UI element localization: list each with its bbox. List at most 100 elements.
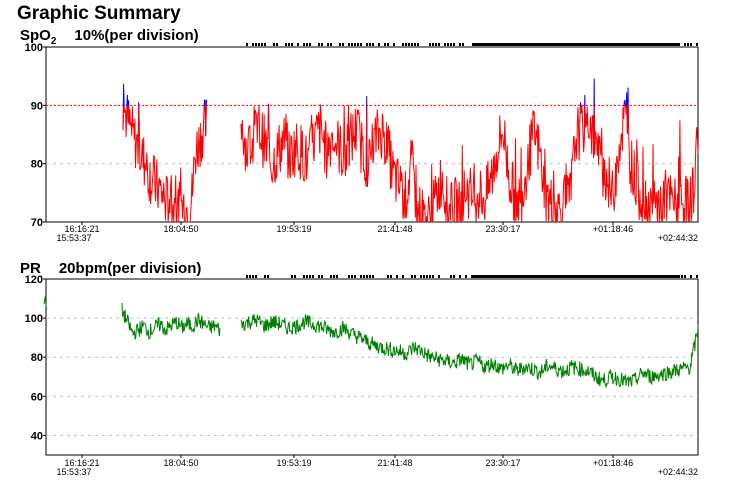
- event-marker: [576, 43, 578, 46]
- event-marker: [640, 43, 642, 46]
- event-marker: [590, 275, 592, 278]
- event-marker: [330, 275, 332, 278]
- event-marker: [261, 43, 263, 46]
- y-tick-label: 70: [31, 217, 43, 229]
- event-marker: [318, 43, 320, 46]
- y-tick-label: 80: [31, 159, 43, 171]
- event-marker: [644, 275, 646, 278]
- event-marker: [504, 43, 506, 46]
- event-marker: [620, 275, 622, 278]
- event-marker: [582, 43, 584, 46]
- event-marker: [285, 43, 287, 46]
- x-origin-label: 15:53:37: [56, 233, 91, 243]
- event-marker: [252, 275, 254, 278]
- event-marker: [584, 43, 586, 46]
- spo2-panel-title: SpO2 10%(per division): [20, 27, 199, 47]
- event-marker: [482, 275, 484, 278]
- event-marker: [297, 43, 299, 46]
- event-marker: [520, 43, 522, 46]
- event-marker: [632, 43, 634, 46]
- event-marker: [558, 43, 560, 46]
- x-tick-label: +01:18:46: [593, 458, 633, 468]
- event-marker: [552, 43, 554, 46]
- event-marker: [303, 275, 305, 278]
- event-marker: [516, 43, 518, 46]
- event-marker: [508, 275, 510, 278]
- event-marker: [546, 43, 548, 46]
- event-marker: [598, 275, 600, 278]
- spo2-line-low: [122, 104, 207, 223]
- spo2-line-low: [240, 104, 699, 223]
- event-marker: [580, 43, 582, 46]
- event-marker: [465, 275, 467, 278]
- y-tick-label: 90: [31, 100, 43, 112]
- event-marker: [602, 275, 604, 278]
- event-marker: [638, 275, 640, 278]
- event-marker: [564, 275, 566, 278]
- event-marker: [288, 43, 290, 46]
- event-marker: [480, 43, 482, 46]
- event-marker: [690, 275, 692, 278]
- event-marker: [622, 275, 624, 278]
- event-marker: [588, 43, 590, 46]
- event-marker: [534, 275, 536, 278]
- event-marker: [656, 275, 658, 278]
- event-marker: [676, 275, 678, 278]
- event-marker: [351, 43, 353, 46]
- event-marker: [318, 275, 320, 278]
- event-marker: [562, 43, 564, 46]
- event-marker: [426, 275, 428, 278]
- y-tick-label: 100: [25, 313, 43, 325]
- event-marker: [474, 43, 476, 46]
- event-marker: [626, 275, 628, 278]
- event-marker: [670, 43, 672, 46]
- event-marker: [447, 43, 449, 46]
- event-marker: [662, 43, 664, 46]
- event-marker: [582, 275, 584, 278]
- event-marker: [435, 43, 437, 46]
- event-marker: [510, 275, 512, 278]
- event-marker: [568, 275, 570, 278]
- event-marker: [642, 43, 644, 46]
- event-marker: [360, 275, 362, 278]
- x-tick-label: 18:04:50: [163, 224, 198, 234]
- event-marker: [660, 275, 662, 278]
- pr-series-segment: [240, 314, 699, 389]
- event-marker: [369, 43, 371, 46]
- event-marker: [664, 275, 666, 278]
- event-marker: [354, 275, 356, 278]
- event-marker: [462, 43, 464, 46]
- x-end-label: +02:44:32: [658, 467, 698, 477]
- event-marker: [654, 43, 656, 46]
- event-marker: [600, 43, 602, 46]
- event-marker: [687, 43, 689, 46]
- event-marker: [646, 43, 648, 46]
- event-marker: [648, 43, 650, 46]
- spo2-label: SpO2: [20, 27, 57, 47]
- event-marker: [492, 275, 494, 278]
- pr-division-label: 20bpm(per division): [58, 260, 202, 277]
- event-marker: [414, 43, 416, 46]
- event-marker: [638, 43, 640, 46]
- event-marker: [390, 275, 392, 278]
- event-marker: [306, 43, 308, 46]
- event-marker: [333, 275, 335, 278]
- event-marker: [576, 275, 578, 278]
- event-marker: [486, 275, 488, 278]
- event-marker: [642, 275, 644, 278]
- event-marker: [684, 43, 686, 46]
- event-marker: [618, 43, 620, 46]
- event-marker: [648, 275, 650, 278]
- event-marker: [608, 43, 610, 46]
- event-marker: [554, 43, 556, 46]
- event-marker: [450, 43, 452, 46]
- event-marker: [402, 275, 404, 278]
- pr-line: [240, 314, 699, 389]
- event-marker: [608, 275, 610, 278]
- event-marker: [610, 43, 612, 46]
- y-tick-label: 40: [31, 430, 43, 442]
- event-marker: [524, 275, 526, 278]
- event-marker: [548, 43, 550, 46]
- event-marker: [550, 275, 552, 278]
